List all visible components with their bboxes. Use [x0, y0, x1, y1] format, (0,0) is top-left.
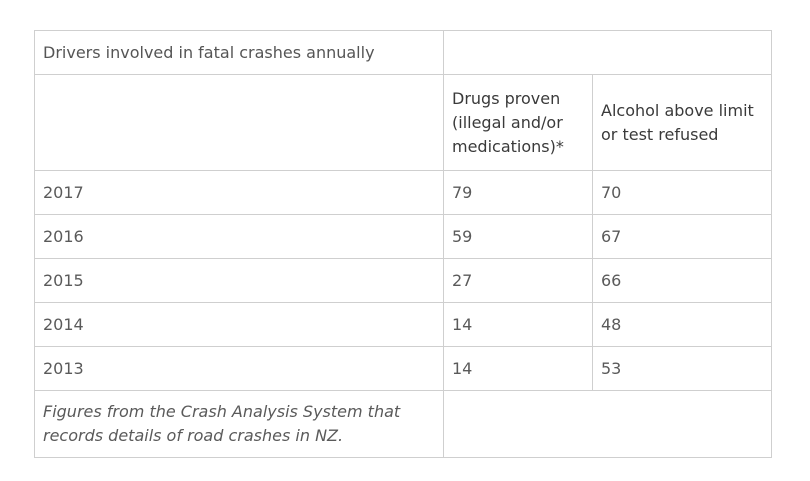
- table-row: 2017 79 70: [34, 170, 772, 215]
- fatal-crashes-table: Drivers involved in fatal crashes annual…: [34, 30, 772, 458]
- drugs-cell: 14: [443, 302, 593, 347]
- table-title-row: Drivers involved in fatal crashes annual…: [34, 30, 772, 75]
- year-cell: 2014: [34, 302, 444, 347]
- alcohol-cell: 70: [592, 170, 772, 215]
- table-header-row: Drugs proven (illegal and/or medications…: [34, 74, 772, 171]
- alcohol-cell: 67: [592, 214, 772, 259]
- table-row: 2014 14 48: [34, 302, 772, 347]
- drugs-cell: 59: [443, 214, 593, 259]
- table-footnote-row: Figures from the Crash Analysis System t…: [34, 390, 772, 458]
- empty-cell: [443, 30, 772, 75]
- table-row: 2016 59 67: [34, 214, 772, 259]
- table-row: 2013 14 53: [34, 346, 772, 391]
- alcohol-cell: 53: [592, 346, 772, 391]
- header-alcohol: Alcohol above limit or test refused: [592, 74, 772, 171]
- table-row: 2015 27 66: [34, 258, 772, 303]
- drugs-cell: 79: [443, 170, 593, 215]
- year-cell: 2015: [34, 258, 444, 303]
- drugs-cell: 27: [443, 258, 593, 303]
- table-footnote: Figures from the Crash Analysis System t…: [34, 390, 444, 458]
- year-cell: 2013: [34, 346, 444, 391]
- header-empty: [34, 74, 444, 171]
- table-title: Drivers involved in fatal crashes annual…: [34, 30, 444, 75]
- year-cell: 2017: [34, 170, 444, 215]
- header-drugs: Drugs proven (illegal and/or medications…: [443, 74, 593, 171]
- drugs-cell: 14: [443, 346, 593, 391]
- year-cell: 2016: [34, 214, 444, 259]
- alcohol-cell: 66: [592, 258, 772, 303]
- empty-cell: [443, 390, 772, 458]
- alcohol-cell: 48: [592, 302, 772, 347]
